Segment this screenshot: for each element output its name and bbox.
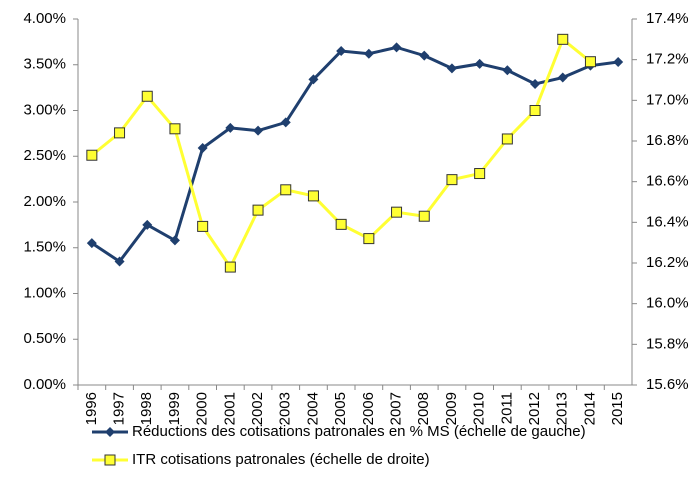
legend-marker: [104, 454, 116, 466]
y2-tick-label: 16.0%: [646, 295, 689, 312]
data-point: [584, 56, 596, 68]
data-point: [197, 143, 208, 154]
legend-marker: [105, 427, 115, 437]
y-tick-label: 1.50%: [23, 239, 66, 256]
data-point: [280, 117, 291, 128]
x-tick-label: 1996: [83, 392, 100, 425]
y2-tick-label: 15.8%: [646, 335, 689, 352]
data-point: [280, 184, 292, 196]
y-tick-label: 1.00%: [23, 284, 66, 301]
x-tick-label: 2003: [277, 392, 294, 425]
data-point: [335, 218, 347, 230]
x-tick-label: 2010: [471, 392, 488, 425]
x-tick-label: 2015: [609, 392, 626, 425]
x-tick-label: 2002: [249, 392, 266, 425]
data-point: [253, 125, 264, 136]
x-tick-label: 2009: [443, 392, 460, 425]
y-tick-label: 4.00%: [23, 10, 66, 27]
data-point: [224, 261, 236, 273]
y2-tick-label: 16.8%: [646, 132, 689, 149]
data-point: [474, 168, 486, 180]
data-point: [114, 127, 126, 139]
x-tick-label: 1997: [111, 392, 128, 425]
x-tick-label: 2006: [360, 392, 377, 425]
x-tick-label: 2001: [221, 392, 238, 425]
y2-tick-label: 16.2%: [646, 254, 689, 271]
data-point: [501, 133, 513, 145]
x-tick-label: 2011: [498, 392, 515, 424]
data-point: [474, 58, 485, 69]
data-point: [86, 238, 97, 249]
y-tick-label: 2.50%: [23, 147, 66, 164]
x-tick-label: 2004: [304, 392, 321, 425]
data-point: [197, 220, 209, 232]
data-point: [419, 50, 430, 61]
data-point: [169, 235, 180, 246]
x-tick-label: 1999: [166, 392, 183, 425]
data-point: [446, 63, 457, 74]
x-tick-label: 1998: [138, 392, 155, 425]
data-point: [252, 204, 264, 216]
y-tick-label: 0.50%: [23, 330, 66, 347]
data-point: [613, 57, 624, 68]
data-point: [418, 210, 430, 222]
data-point: [363, 48, 374, 59]
data-point: [502, 65, 513, 76]
data-point: [114, 256, 125, 267]
x-tick-label: 2007: [388, 392, 405, 425]
data-point: [391, 206, 403, 218]
data-point: [391, 42, 402, 53]
data-point: [557, 72, 568, 83]
x-tick-label: 2005: [332, 392, 349, 425]
y2-tick-label: 17.0%: [646, 91, 689, 108]
data-point: [86, 149, 98, 161]
legend-label: ITR cotisations patronales (échelle de d…: [132, 451, 430, 468]
y2-tick-label: 16.4%: [646, 213, 689, 230]
x-tick-label: 2012: [526, 392, 543, 425]
data-point: [557, 33, 569, 45]
x-tick-label: 2013: [554, 392, 571, 425]
data-point: [307, 190, 319, 202]
data-point: [336, 46, 347, 57]
data-point: [225, 122, 236, 133]
legend-label: Réductions des cotisations patronales en…: [132, 423, 586, 440]
y2-tick-label: 15.6%: [646, 376, 689, 393]
data-point: [363, 233, 375, 245]
x-tick-label: 2008: [415, 392, 432, 425]
y-tick-label: 0.00%: [23, 376, 66, 393]
y-tick-label: 2.00%: [23, 193, 66, 210]
y-tick-label: 3.50%: [23, 56, 66, 73]
data-point: [141, 90, 153, 102]
y-tick-label: 3.00%: [23, 101, 66, 118]
y2-tick-label: 17.4%: [646, 10, 689, 27]
series-line: [91, 45, 619, 264]
data-point: [142, 219, 153, 230]
data-point: [530, 78, 541, 89]
data-point: [529, 105, 541, 116]
y2-tick-label: 16.6%: [646, 173, 689, 190]
data-point: [308, 74, 319, 85]
data-point: [446, 174, 458, 186]
y2-tick-label: 17.2%: [646, 51, 689, 68]
x-tick-label: 2000: [194, 392, 211, 425]
x-tick-label: 2014: [581, 392, 598, 425]
data-point: [169, 123, 181, 135]
